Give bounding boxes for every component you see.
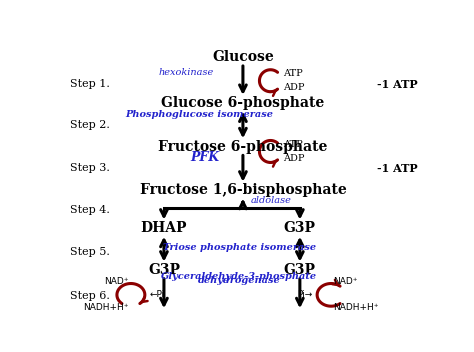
Text: DHAP: DHAP	[141, 221, 187, 235]
Text: Glucose 6-phosphate: Glucose 6-phosphate	[161, 96, 325, 110]
Text: Glucose: Glucose	[212, 50, 274, 64]
Text: Pi→: Pi→	[298, 290, 313, 299]
Text: Glyceraldehyde-3-phosphate: Glyceraldehyde-3-phosphate	[161, 271, 317, 281]
Text: G3P: G3P	[284, 263, 316, 277]
Text: G3P: G3P	[284, 221, 316, 235]
Text: Step 5.: Step 5.	[70, 247, 110, 257]
Text: Fructose 1,6-bisphosphate: Fructose 1,6-bisphosphate	[139, 183, 346, 197]
Text: ADP: ADP	[283, 154, 304, 163]
Text: -1 ATP: -1 ATP	[377, 163, 418, 174]
Text: ATP: ATP	[283, 140, 303, 149]
Text: ATP: ATP	[283, 69, 303, 78]
Text: Phosphoglucose isomerase: Phosphoglucose isomerase	[125, 109, 273, 119]
Text: G3P: G3P	[148, 263, 180, 277]
Text: PFK: PFK	[190, 151, 219, 164]
Text: Step 1.: Step 1.	[70, 79, 110, 89]
Text: Fructose 6-phosphate: Fructose 6-phosphate	[158, 140, 328, 153]
Text: Step 3.: Step 3.	[70, 163, 110, 173]
Text: NAD⁺: NAD⁺	[105, 277, 129, 286]
Text: dehydrogenase: dehydrogenase	[198, 276, 281, 285]
Text: NAD⁺: NAD⁺	[333, 277, 357, 286]
Text: aldolase: aldolase	[250, 196, 291, 205]
Text: ADP: ADP	[283, 83, 304, 92]
Text: -1 ATP: -1 ATP	[377, 79, 418, 90]
Text: ←Pi: ←Pi	[149, 290, 164, 299]
Text: Step 4.: Step 4.	[70, 205, 110, 215]
Text: NADH+H⁺: NADH+H⁺	[333, 303, 378, 312]
Text: Triose phosphate isomerase: Triose phosphate isomerase	[163, 243, 316, 252]
Text: NADH+H⁺: NADH+H⁺	[83, 303, 129, 312]
Text: hexokinase: hexokinase	[158, 68, 213, 76]
Text: Step 2.: Step 2.	[70, 120, 110, 130]
Text: Step 6.: Step 6.	[70, 291, 110, 301]
